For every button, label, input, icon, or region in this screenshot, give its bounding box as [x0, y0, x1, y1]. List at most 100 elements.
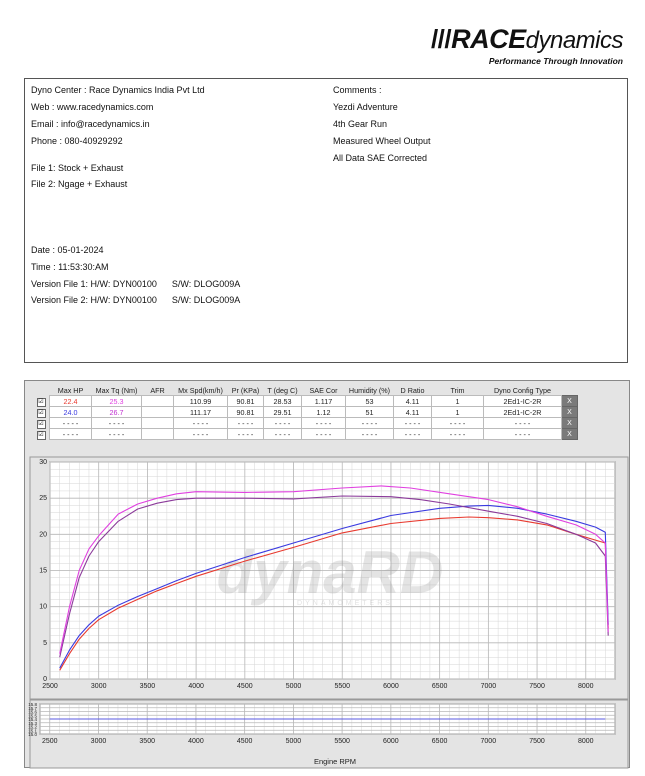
file-2: File 2: Ngage + Exhaust: [31, 179, 128, 189]
comment-gear: 4th Gear Run: [333, 119, 388, 129]
afr-chart-grid: [39, 703, 616, 735]
time: Time : 11:53:30:AM: [31, 262, 109, 272]
x-tick-label: 7000: [481, 683, 497, 690]
series-line-2: [59, 504, 609, 669]
remove-run-button[interactable]: X: [561, 428, 578, 440]
y-tick-label: 15.1: [28, 728, 37, 733]
x-tick-label: 8000: [578, 683, 594, 690]
run-summary-table: Max HP Max Tq (Nm) AFR Mx Spd(km/h) Pr (…: [33, 385, 578, 440]
y-tick-label: 15.6: [28, 710, 37, 715]
y-tick-label: 15: [39, 568, 47, 575]
table-row: ☑ - - - - - - - - - - - - - - - - - - - …: [33, 417, 578, 429]
y-tick-label: 15.8: [28, 702, 37, 707]
col-header: AFR: [150, 385, 165, 395]
version-file-2: Version File 2: H/W: DYN00100 S/W: DLOG0…: [31, 295, 241, 305]
cell-afr: [141, 428, 174, 440]
x-tick-label: 2500: [42, 683, 58, 690]
comment-output: Measured Wheel Output: [333, 136, 431, 146]
x-tick-label: 5500: [334, 738, 350, 745]
cell-max-tq: - - - -: [91, 428, 142, 440]
table-header-row: Max HP Max Tq (Nm) AFR Mx Spd(km/h) Pr (…: [33, 385, 578, 396]
email: Email : info@racedynamics.in: [31, 119, 150, 129]
x-axis-label: Engine RPM: [314, 757, 356, 766]
col-header: SAE Cor: [309, 385, 338, 395]
y-tick-label: 0: [43, 676, 47, 683]
brand-race: RACE: [451, 24, 526, 54]
x-tick-label: 6500: [432, 738, 448, 745]
x-tick-label: 5000: [286, 738, 302, 745]
run-info-box: Dyno Center : Race Dynamics India Pvt Lt…: [24, 78, 628, 363]
y-tick-label: 20: [39, 531, 47, 538]
main-chart-axes: 2500 3000 3500 4000 4500 5000 5500 6000 6500 7000…: [39, 459, 593, 690]
version-file-1: Version File 1: H/W: DYN00100 S/W: DLOG0…: [31, 279, 241, 289]
y-tick-label: 15.0: [28, 732, 37, 737]
col-header: Pr (KPa): [231, 385, 260, 395]
cell-d-ratio: - - - -: [393, 428, 432, 440]
brand-logo: ///RACEdynamics Performance Through Inno…: [430, 24, 624, 67]
watermark-sub: DYNAMOMETERS: [297, 600, 393, 607]
y-tick-label: 30: [39, 459, 47, 466]
phone: Phone : 080-40929292: [31, 136, 123, 146]
x-tick-label: 4500: [237, 738, 253, 745]
table-row: ☑ - - - - - - - - - - - - - - - - - - - …: [33, 428, 578, 440]
x-tick-label: 5000: [286, 683, 302, 690]
col-header: Dyno Config Type: [493, 385, 551, 395]
y-tick-label: 15.7: [28, 706, 37, 711]
x-tick-label: 8000: [578, 738, 594, 745]
run-checkbox[interactable]: ☑: [36, 430, 46, 440]
table-row: ☑ 22.4 25.3 110.99 90.81 28.53 1.117 53 …: [33, 395, 578, 407]
x-tick-label: 7500: [529, 683, 545, 690]
x-tick-label: 3000: [91, 738, 107, 745]
brand-slashes: ///: [430, 24, 452, 54]
series-line-1: [59, 516, 609, 671]
y-tick-label: 10: [39, 604, 47, 611]
cell-sae: - - - -: [301, 428, 346, 440]
comment-correction: All Data SAE Corrected: [333, 153, 428, 163]
cell-max-speed: 111.17: [173, 406, 228, 418]
y-tick-label: 15.3: [28, 721, 37, 726]
run-checkbox[interactable]: ☑: [36, 397, 46, 407]
main-chart-series: [59, 485, 609, 671]
cell-max-speed: - - - -: [173, 428, 228, 440]
cell-trim: - - - -: [431, 428, 484, 440]
y-tick-label: 15.5: [28, 713, 37, 718]
main-chart-grid: [49, 461, 616, 680]
cell-pressure: 90.81: [227, 395, 264, 407]
watermark-text: dynaRD: [217, 539, 444, 606]
x-tick-label: 3000: [91, 683, 107, 690]
series-line-3: [59, 495, 609, 658]
web: Web : www.racedynamics.com: [31, 102, 154, 112]
col-header: D Ratio: [400, 385, 425, 395]
run-checkbox[interactable]: ☑: [36, 408, 46, 418]
x-tick-label: 6000: [383, 683, 399, 690]
col-header: T (deg C): [267, 385, 298, 395]
watermark-logo: dynaRD DYNAMOMETERS: [217, 539, 444, 607]
series-line-4: [59, 485, 609, 654]
brand-tagline: Performance Through Innovation: [488, 56, 623, 66]
afr-chart-axes: 2500 3000 3500 4000 4500 5000 5500 6000 6500 7000…: [28, 702, 593, 745]
x-tick-label: 6000: [383, 738, 399, 745]
cell-pressure: - - - -: [227, 428, 264, 440]
dyno-center: Dyno Center : Race Dynamics India Pvt Lt…: [31, 85, 205, 95]
brand-dynamics: dynamics: [525, 27, 624, 54]
cell-humidity: - - - -: [345, 428, 394, 440]
run-checkbox[interactable]: ☑: [36, 419, 46, 429]
x-tick-label: 3500: [140, 683, 156, 690]
col-header: Max Tq (Nm): [95, 385, 138, 395]
cell-config: - - - -: [483, 428, 562, 440]
x-tick-label: 4500: [237, 683, 253, 690]
x-tick-label: 6500: [432, 683, 448, 690]
y-tick-label: 25: [39, 495, 47, 502]
x-tick-label: 7000: [481, 738, 497, 745]
x-tick-label: 4000: [188, 683, 204, 690]
y-tick-label: 15.4: [28, 717, 37, 722]
x-tick-label: 4000: [188, 738, 204, 745]
comment-bike: Yezdi Adventure: [333, 102, 398, 112]
col-header: Trim: [450, 385, 465, 395]
col-header: Humidity (%): [348, 385, 391, 395]
x-tick-label: 5500: [334, 683, 350, 690]
y-tick-label: 15.2: [28, 725, 37, 730]
col-header: Mx Spd(km/h): [178, 385, 223, 395]
y-tick-label: 5: [43, 640, 47, 647]
